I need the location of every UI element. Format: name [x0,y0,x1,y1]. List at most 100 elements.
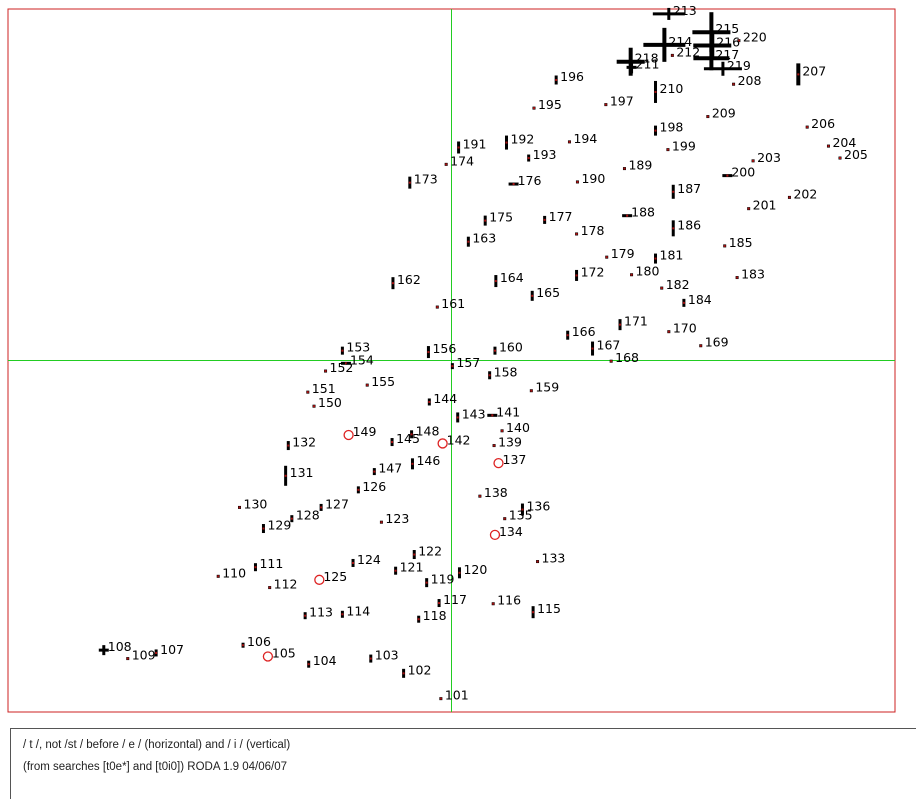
label-208: 208 [738,73,762,88]
point-186 [671,220,675,237]
label-135: 135 [509,508,533,523]
point-179 [605,255,609,259]
point-183 [735,276,739,280]
label-157: 157 [456,355,480,370]
point-118 [417,615,421,623]
point-131 [284,465,288,486]
label-153: 153 [346,340,370,355]
label-144: 144 [433,391,457,406]
label-181: 181 [660,248,684,263]
label-140: 140 [506,420,530,435]
label-162: 162 [397,272,421,287]
label-185: 185 [729,235,753,250]
label-143: 143 [462,406,486,421]
point-116 [491,602,495,606]
label-133: 133 [542,551,566,566]
label-184: 184 [688,292,712,307]
point-217 [693,46,730,71]
point-142 [437,438,448,449]
label-119: 119 [431,572,455,587]
point-208 [732,82,736,86]
label-220: 220 [743,30,767,45]
label-209: 209 [712,106,736,121]
label-172: 172 [581,264,605,279]
label-200: 200 [731,165,755,180]
label-108: 108 [108,639,132,654]
caption-line-2: (from searches [t0e*] and [t0i0]) RODA 1… [23,761,288,773]
label-206: 206 [811,116,835,131]
label-190: 190 [581,171,605,186]
point-200 [722,174,733,178]
label-148: 148 [416,423,440,438]
label-214: 214 [668,34,692,49]
label-141: 141 [496,404,520,419]
label-205: 205 [844,147,868,162]
point-150 [312,404,316,408]
point-121 [394,566,398,575]
point-122 [412,550,416,560]
point-172 [575,269,579,281]
point-202 [787,195,791,199]
point-144 [427,398,431,406]
point-189 [622,167,626,171]
label-192: 192 [510,132,534,147]
point-113 [303,612,307,620]
label-195: 195 [538,97,562,112]
point-218 [616,47,645,76]
point-193 [527,154,531,162]
label-187: 187 [677,181,701,196]
label-169: 169 [705,335,729,350]
point-146 [410,458,414,470]
point-178 [575,232,579,236]
point-213 [652,7,685,20]
label-156: 156 [432,341,456,356]
label-199: 199 [672,139,696,154]
label-115: 115 [537,601,561,616]
point-135 [503,517,507,521]
point-162 [391,277,395,290]
point-119 [425,578,429,588]
label-202: 202 [793,186,817,201]
label-127: 127 [325,496,349,511]
point-148 [410,430,414,439]
point-201 [747,207,751,211]
label-193: 193 [533,147,557,162]
point-159 [529,389,533,393]
point-137 [493,457,504,469]
point-166 [566,330,570,340]
point-114 [340,610,344,618]
label-212: 212 [676,44,700,59]
point-101 [439,697,443,701]
label-104: 104 [313,653,337,668]
label-191: 191 [463,136,487,151]
point-111 [253,563,257,572]
point-154 [340,361,351,365]
point-207 [796,63,801,86]
point-169 [699,344,703,348]
point-106 [241,642,245,648]
label-213: 213 [673,3,697,18]
point-199 [666,148,670,152]
point-129 [261,524,265,534]
label-180: 180 [636,264,660,279]
label-210: 210 [660,81,684,96]
label-211: 211 [636,56,660,71]
point-176 [508,182,519,186]
point-120 [457,567,461,579]
label-106: 106 [247,634,271,649]
label-204: 204 [832,135,856,150]
label-132: 132 [292,435,316,450]
point-104 [307,660,311,668]
label-151: 151 [312,381,336,396]
point-157 [450,363,454,370]
point-167 [591,341,595,356]
point-163 [466,236,470,247]
label-178: 178 [581,223,605,238]
point-143 [456,412,460,423]
label-131: 131 [290,465,314,480]
label-189: 189 [628,158,652,173]
point-164 [494,275,498,288]
label-136: 136 [526,499,550,514]
label-175: 175 [489,210,513,225]
